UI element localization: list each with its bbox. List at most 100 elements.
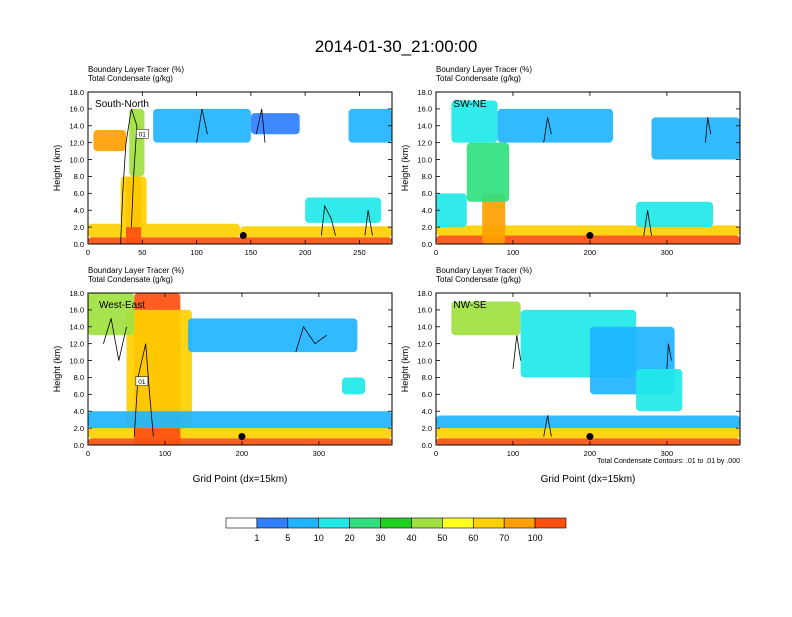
colorbar-label: 50 [437,533,447,543]
heatmap-cell [436,438,740,445]
condensate-contour [666,343,672,370]
heatmap-cell [88,411,392,429]
colorbar-bin [287,517,320,529]
colorbar-bin [472,517,505,529]
y-tick-label: 10.0 [69,356,84,365]
y-tick-label: 16.0 [69,306,84,315]
contour-note: Total Condensate Contours: .01 to .01 by… [597,458,740,465]
colorbar-bin [349,517,381,529]
y-tick-label: 8.0 [74,373,84,382]
colorbar-label: 100 [528,533,543,543]
y-tick-label: 12.0 [69,339,84,348]
heatmap-cell [88,223,240,238]
heatmap-cell [466,142,510,202]
plot-frame [435,91,741,245]
contour-label: 01 [139,132,147,139]
colorbar: 1 5 10 20 30 40 50 60 70 100 [225,517,567,543]
panel-title-condensate: Total Condensate (g/kg) [88,74,173,83]
heatmap-cell [341,377,366,395]
heatmap-cell [636,201,714,228]
y-tick-label: 4.0 [74,206,84,215]
y-tick-label: 8.0 [422,373,432,382]
condensate-contour [512,335,522,370]
colorbar-label: 30 [376,533,386,543]
panel-title-condensate: Total Condensate (g/kg) [436,275,521,284]
plot-frame [435,292,741,446]
heatmap-cell [651,117,740,160]
x-axis-label: Grid Point (dx=15km) [193,474,288,485]
heatmap-cell [436,225,740,236]
section-label: West-East [99,300,145,311]
y-tick-label: 2.0 [422,424,432,433]
y-tick-label: 12.0 [417,138,432,147]
x-tick-label: 150 [245,248,258,257]
y-tick-label: 18.0 [417,88,432,97]
colorbar-label: 10 [314,533,324,543]
colorbar-bin [442,517,474,529]
y-tick-label: 2.0 [74,424,84,433]
heatmap-cell [636,369,683,412]
heatmap-cell [153,108,251,143]
location-marker [238,433,246,441]
section-label: NW-SE [453,300,486,311]
colorbar-bin [534,517,567,529]
x-tick-label: 100 [507,248,520,257]
heatmap-cell [250,113,300,135]
condensate-contour [120,108,138,244]
figure-title: 2014-01-30_21:00:00 [315,37,478,56]
contour-label: 01 [138,379,146,386]
heatmap-cell [88,293,135,336]
panel-title-condensate: Total Condensate (g/kg) [88,275,173,284]
condensate-contour [133,343,154,437]
colorbar-bin [411,517,443,529]
contour-label-box [135,376,149,386]
y-tick-label: 16.0 [417,105,432,114]
colorbar-label: 5 [285,533,290,543]
condensate-contour [196,108,208,143]
heatmap-cell [305,197,382,223]
location-marker [239,232,247,240]
panel-title-tracer: Boundary Layer Tracer (%) [88,266,184,275]
panels: Boundary Layer Tracer (%)Total Condensat… [52,65,741,485]
y-tick-label: 6.0 [422,390,432,399]
x-tick-label: 200 [584,449,597,458]
x-tick-label: 0 [434,449,438,458]
heatmap-cell [436,415,740,429]
y-tick-label: 14.0 [417,323,432,332]
y-axis-label: Height (km) [400,145,410,192]
x-tick-label: 200 [236,449,249,458]
y-tick-label: 8.0 [74,172,84,181]
x-tick-label: 0 [86,449,90,458]
section-label: South-North [95,99,149,110]
location-marker [586,433,594,441]
y-tick-label: 0.0 [422,240,432,249]
y-tick-label: 14.0 [69,323,84,332]
heatmap-cell [436,193,467,228]
y-axis-label: Height (km) [52,346,62,393]
condensate-contour [103,318,127,361]
panel-sw-ne: Boundary Layer Tracer (%)Total Condensat… [400,65,741,257]
x-tick-label: 100 [190,248,203,257]
colorbar-label: 70 [499,533,509,543]
panel-title-tracer: Boundary Layer Tracer (%) [436,266,532,275]
panel-title-tracer: Boundary Layer Tracer (%) [436,65,532,74]
colorbar-bin [380,517,412,529]
condensate-contour [543,117,552,143]
heatmap-cell [126,309,192,429]
condensate-contour [321,204,336,236]
y-tick-label: 6.0 [422,189,432,198]
location-marker [586,232,594,240]
x-tick-label: 100 [159,449,172,458]
colorbar-bin [225,517,258,529]
y-tick-label: 2.0 [74,223,84,232]
y-axis-label: Height (km) [400,346,410,393]
heatmap-field: 01 [88,92,392,244]
condensate-contour [643,210,652,236]
x-tick-label: 300 [661,449,674,458]
y-tick-label: 8.0 [422,172,432,181]
x-axis-label: Grid Point (dx=15km) [541,474,636,485]
heatmap-cell [451,301,521,336]
colorbar-label: 20 [345,533,355,543]
y-tick-label: 12.0 [69,138,84,147]
